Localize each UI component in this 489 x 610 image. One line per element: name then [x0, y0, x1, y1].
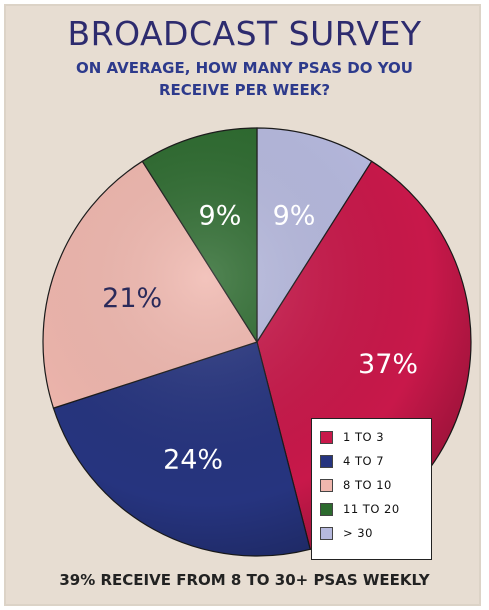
- legend-label: 1 TO 3: [343, 430, 385, 444]
- legend-item: > 30: [320, 521, 431, 545]
- slice-label: 21%: [102, 283, 162, 314]
- chart-title: BROADCAST SURVEY: [67, 14, 422, 53]
- legend-swatch: [320, 430, 333, 444]
- slice-label: 24%: [163, 444, 223, 475]
- legend-label: 4 TO 7: [343, 454, 385, 468]
- legend-swatch: [320, 502, 333, 516]
- subtitle-line-1: ON AVERAGE, HOW MANY PSAS DO YOU: [76, 59, 413, 77]
- slice-label: 9%: [199, 201, 242, 232]
- legend-swatch: [320, 454, 333, 468]
- chart-subtitle: ON AVERAGE, HOW MANY PSAS DO YOU RECEIVE…: [0, 57, 489, 101]
- legend-swatch: [320, 478, 333, 492]
- subtitle-line-2: RECEIVE PER WEEK?: [158, 81, 331, 99]
- legend-label: 11 TO 20: [343, 502, 400, 516]
- chart-legend: 1 TO 3 4 TO 7 8 TO 10 11 TO 20 > 30: [311, 418, 432, 560]
- legend-label: 8 TO 10: [343, 478, 392, 492]
- legend-item: 1 TO 3: [320, 425, 431, 449]
- chart-footer: 39% RECEIVE FROM 8 TO 30+ PSAS WEEKLY: [59, 571, 430, 589]
- legend-swatch: [320, 526, 333, 540]
- legend-item: 8 TO 10: [320, 473, 431, 497]
- legend-label: > 30: [343, 526, 373, 540]
- legend-item: 11 TO 20: [320, 497, 431, 521]
- slice-label: 37%: [358, 349, 418, 380]
- slice-label: 9%: [273, 201, 316, 232]
- legend-item: 4 TO 7: [320, 449, 431, 473]
